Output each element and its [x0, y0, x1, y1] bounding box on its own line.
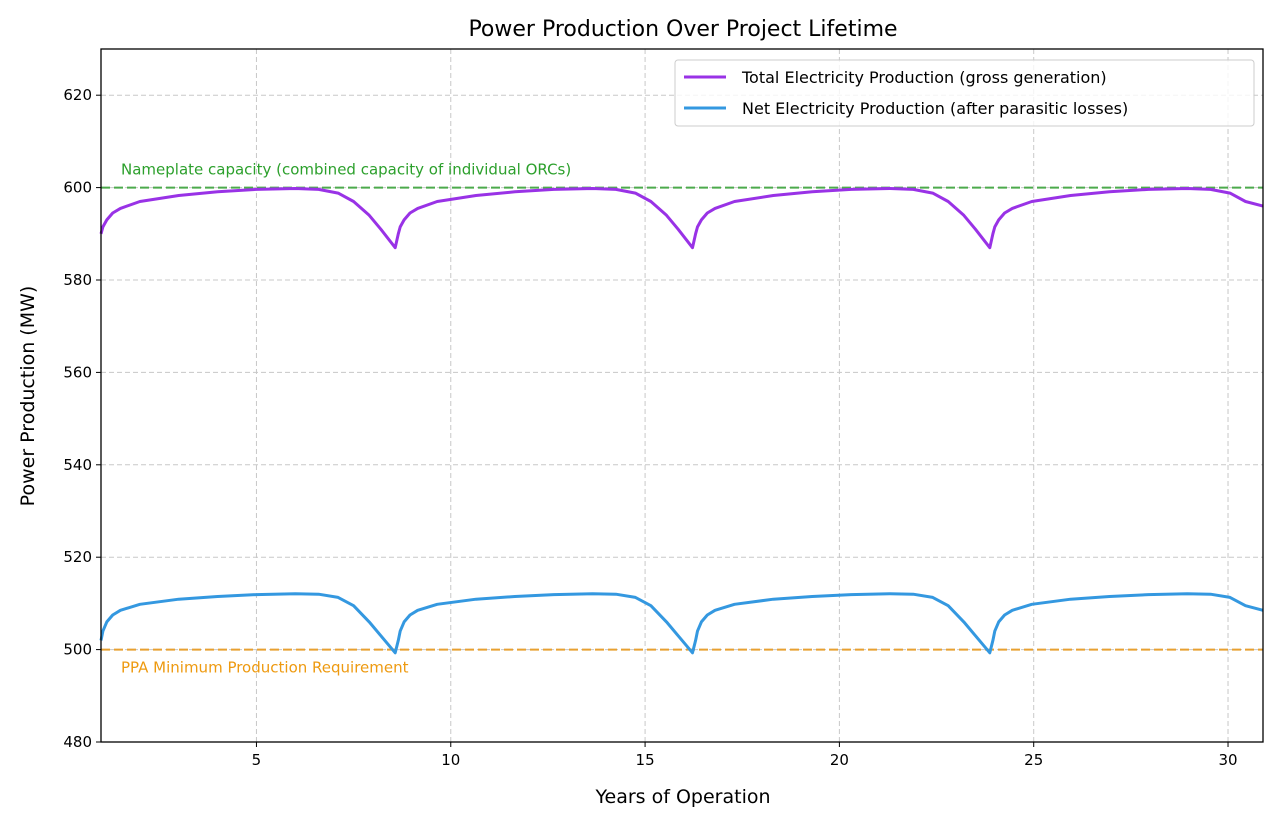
- series-lines: [99, 187, 1264, 655]
- legend-label-total: Total Electricity Production (gross gene…: [741, 68, 1107, 87]
- y-tick-label: 540: [63, 456, 92, 474]
- x-axis-label: Years of Operation: [594, 786, 770, 808]
- series-line-total: [99, 187, 1264, 250]
- y-tick-label: 560: [63, 363, 92, 381]
- y-tick-label: 600: [63, 179, 92, 197]
- y-tick-label: 480: [63, 733, 92, 751]
- x-tick-label: 5: [252, 751, 262, 769]
- reference-line-label: Nameplate capacity (combined capacity of…: [121, 161, 571, 179]
- reference-lines: Nameplate capacity (combined capacity of…: [101, 161, 1263, 677]
- y-tick-label: 520: [63, 548, 92, 566]
- legend-label-net: Net Electricity Production (after parasi…: [742, 99, 1128, 118]
- legend-box: [674, 59, 1255, 127]
- x-tick-label: 30: [1218, 751, 1237, 769]
- series-line-net: [99, 592, 1264, 655]
- y-tick-label: 620: [63, 86, 92, 104]
- legend: Total Electricity Production (gross gene…: [674, 59, 1255, 127]
- x-tick-label: 15: [636, 751, 655, 769]
- y-axis-label: Power Production (MW): [17, 286, 39, 507]
- x-tick-label: 25: [1024, 751, 1043, 769]
- x-tick-label: 10: [441, 751, 460, 769]
- plot-frame: [100, 48, 1264, 743]
- axis-ticks: 5 10 15 20 25 30 480 500 520 540 560 580 600 620: [63, 86, 1237, 769]
- reference-line-label: PPA Minimum Production Requirement: [121, 659, 409, 677]
- x-tick-label: 20: [830, 751, 849, 769]
- chart-title: Power Production Over Project Lifetime: [468, 17, 897, 42]
- y-tick-label: 580: [63, 271, 92, 289]
- y-tick-label: 500: [63, 641, 92, 659]
